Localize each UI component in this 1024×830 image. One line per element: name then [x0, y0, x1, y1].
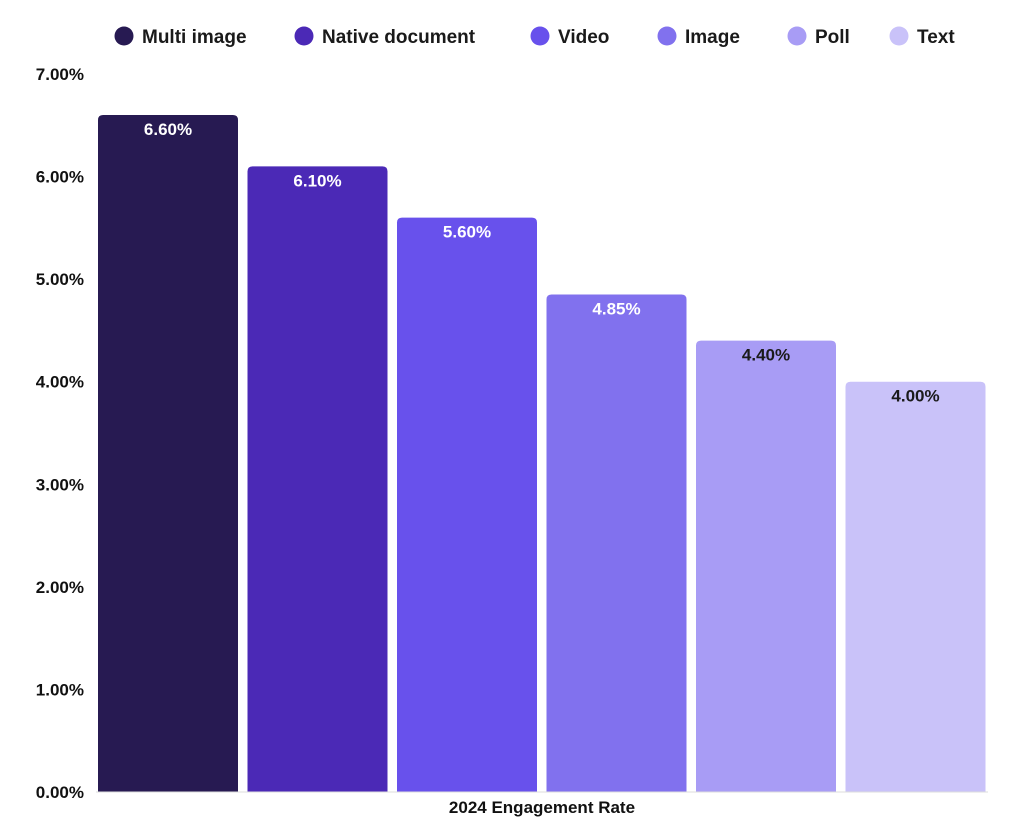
- legend-label: Video: [558, 27, 609, 48]
- bar-text: [845, 381, 986, 792]
- y-axis: 0.00% 1.00% 2.00% 3.00% 4.00% 5.00% 6.00% 7.00%: [36, 65, 84, 802]
- legend-swatch: [530, 26, 550, 46]
- bar-poll: [696, 340, 836, 792]
- bar-multi-image: [98, 115, 238, 793]
- y-tick-label: 2.00%: [36, 578, 84, 597]
- legend-swatch: [657, 26, 677, 46]
- bars: 6.60% 6.10% 5.60% 4.85% 4.40% 4.00%: [98, 115, 986, 793]
- data-label: 5.60%: [443, 223, 491, 242]
- x-axis-label: 2024 Engagement Rate: [449, 798, 635, 817]
- data-label: 4.40%: [742, 346, 790, 365]
- y-tick-label: 0.00%: [36, 783, 84, 802]
- data-label: 6.60%: [144, 120, 192, 139]
- y-tick-label: 3.00%: [36, 475, 84, 494]
- legend-label: Text: [917, 27, 955, 48]
- legend-swatch: [787, 26, 807, 46]
- data-label: 6.10%: [293, 171, 341, 190]
- legend-label: Image: [685, 27, 740, 48]
- y-tick-label: 4.00%: [36, 373, 84, 392]
- legend: Multi image Native document Video Image Poll…: [114, 26, 955, 48]
- bar-video: [397, 217, 537, 793]
- legend-label: Native document: [322, 27, 476, 48]
- y-tick-label: 1.00%: [36, 680, 84, 699]
- bar-native-document: [247, 166, 388, 793]
- bar-image: [546, 294, 687, 792]
- legend-label: Poll: [815, 27, 850, 48]
- legend-swatch: [294, 26, 314, 46]
- y-tick-label: 7.00%: [36, 65, 84, 84]
- data-label: 4.00%: [891, 387, 939, 406]
- data-label: 4.85%: [592, 300, 640, 319]
- legend-swatch: [114, 26, 134, 46]
- y-tick-label: 6.00%: [36, 168, 84, 187]
- legend-swatch: [889, 26, 909, 46]
- legend-label: Multi image: [142, 27, 247, 48]
- y-tick-label: 5.00%: [36, 270, 84, 289]
